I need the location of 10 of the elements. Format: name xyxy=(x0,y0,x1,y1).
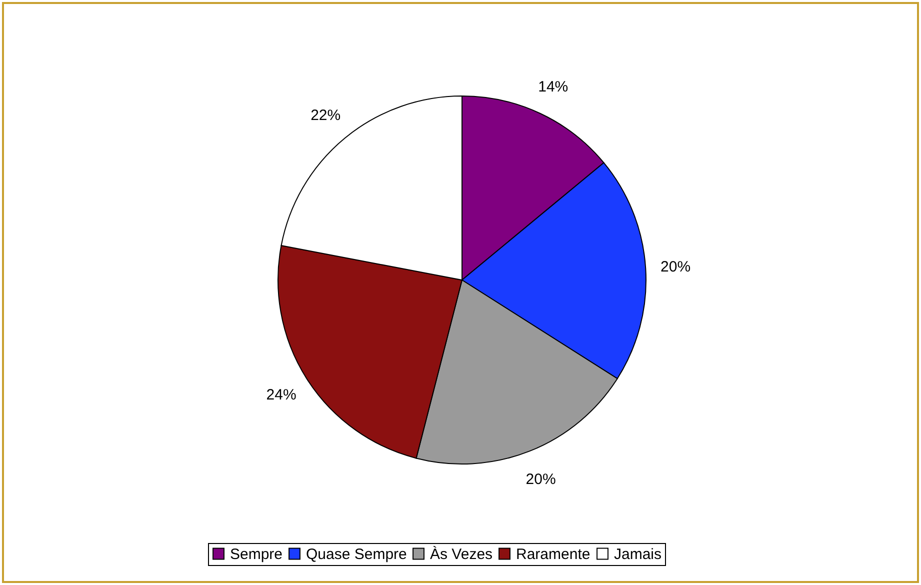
legend-label: Raramente xyxy=(516,546,590,563)
legend-label: Sempre xyxy=(230,546,283,563)
legend-label: Às Vezes xyxy=(430,544,493,563)
data-label: 14% xyxy=(538,78,568,96)
legend-label: Jamais xyxy=(614,546,662,563)
data-label: 24% xyxy=(266,386,296,404)
legend-label: Quase Sempre xyxy=(306,546,407,563)
data-label: 20% xyxy=(660,258,691,276)
data-label: 20% xyxy=(526,470,556,488)
data-label: 22% xyxy=(310,107,341,124)
